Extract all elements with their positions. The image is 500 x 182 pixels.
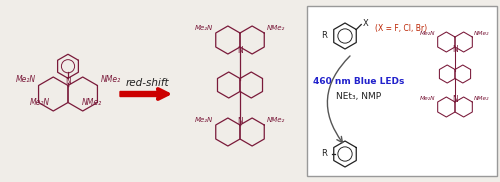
Text: N: N [452,45,458,54]
Text: Me₂N: Me₂N [420,31,436,36]
Text: N: N [452,95,458,104]
Text: NMe₂: NMe₂ [100,75,120,84]
Text: NMe₂: NMe₂ [267,25,285,31]
Text: X: X [362,19,368,28]
Text: NMe₂: NMe₂ [474,96,490,101]
FancyBboxPatch shape [307,6,497,176]
Text: NMe₂: NMe₂ [267,117,285,123]
Text: Me₂N: Me₂N [16,75,36,84]
Text: Me₂N: Me₂N [30,98,50,107]
Text: N: N [65,77,71,86]
FancyArrow shape [120,88,167,100]
Text: NMe₂: NMe₂ [82,98,102,107]
Text: R: R [321,31,327,41]
Text: NMe₂: NMe₂ [474,31,490,36]
Text: Me₂N: Me₂N [420,96,436,101]
Text: Me₂N: Me₂N [195,25,213,31]
Text: (X = F, Cl, Br): (X = F, Cl, Br) [375,23,427,33]
Text: NEt₃, NMP: NEt₃, NMP [336,92,382,100]
Text: red-shift: red-shift [126,78,170,88]
Text: 460 nm Blue LEDs: 460 nm Blue LEDs [314,76,404,86]
Text: N: N [237,46,243,55]
Text: R: R [321,149,327,159]
Text: Me₂N: Me₂N [195,117,213,123]
Text: N: N [237,117,243,126]
